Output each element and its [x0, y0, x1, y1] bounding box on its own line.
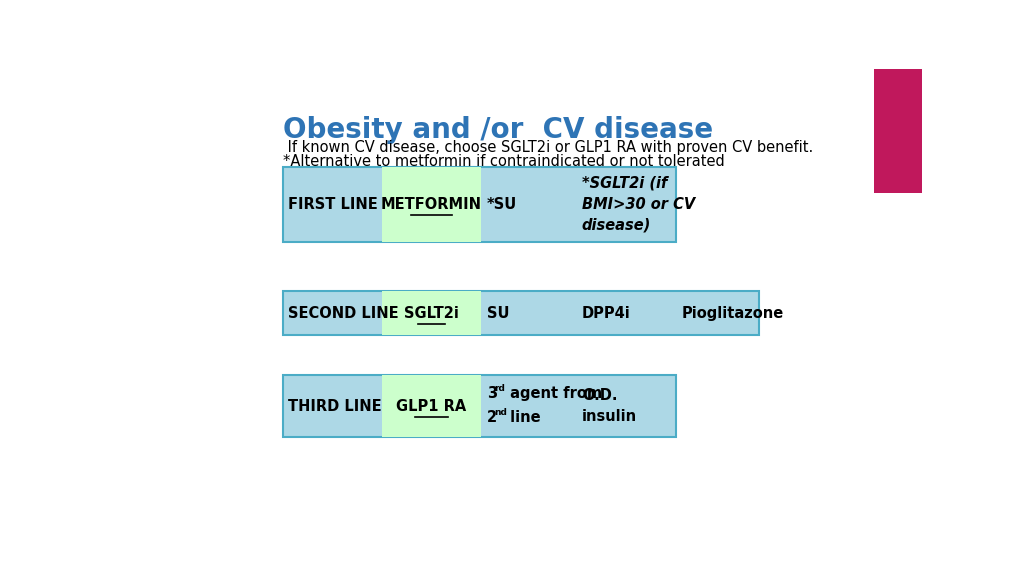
Bar: [382, 291, 481, 335]
Text: nd: nd: [494, 408, 507, 416]
Text: THIRD LINE: THIRD LINE: [289, 399, 382, 414]
Bar: [283, 375, 676, 437]
Text: rd: rd: [494, 384, 505, 393]
Text: METFORMIN: METFORMIN: [381, 197, 482, 212]
Text: 3: 3: [486, 386, 497, 401]
Text: Obesity and /or  CV disease: Obesity and /or CV disease: [283, 116, 713, 143]
Text: SGLT2i: SGLT2i: [404, 305, 459, 321]
Bar: [283, 166, 676, 242]
Text: *SU: *SU: [486, 197, 517, 212]
Text: GLP1 RA: GLP1 RA: [396, 399, 467, 414]
Text: agent from: agent from: [505, 386, 602, 401]
Text: DPP4i: DPP4i: [582, 305, 631, 321]
Bar: [283, 291, 759, 335]
Bar: [382, 375, 481, 437]
Text: FIRST LINE: FIRST LINE: [289, 197, 378, 212]
Bar: [873, 69, 922, 194]
Bar: [382, 166, 481, 242]
Text: SU: SU: [486, 305, 509, 321]
Text: If known CV disease, choose SGLT2i or GLP1 RA with proven CV benefit.: If known CV disease, choose SGLT2i or GL…: [283, 140, 813, 155]
Text: Pioglitazone: Pioglitazone: [681, 305, 783, 321]
Text: *Alternative to metformin if contraindicated or not tolerated: *Alternative to metformin if contraindic…: [283, 154, 725, 169]
Text: 2: 2: [486, 410, 497, 425]
Text: *SGLT2i (if
BMI>30 or CV
disease): *SGLT2i (if BMI>30 or CV disease): [582, 176, 695, 233]
Text: SECOND LINE: SECOND LINE: [289, 305, 399, 321]
Text: line: line: [505, 410, 541, 425]
Text: O.D.
insulin: O.D. insulin: [582, 388, 637, 424]
